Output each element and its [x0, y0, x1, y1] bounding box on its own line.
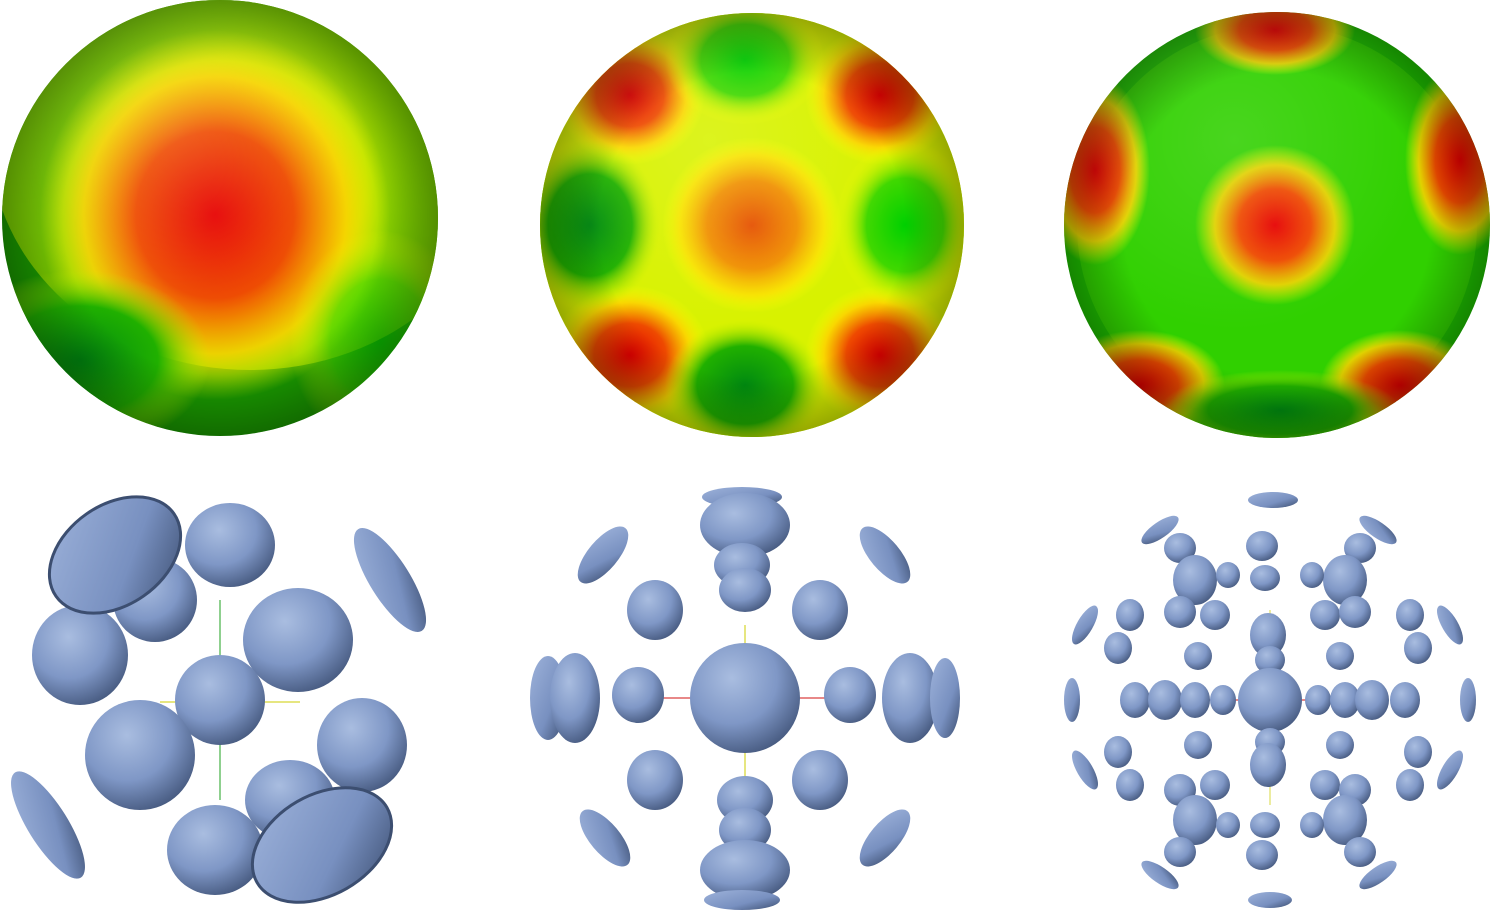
blob-cluster-3	[1064, 492, 1476, 908]
sphere-colormap-3	[1064, 12, 1490, 438]
sphere-colormap-2	[540, 13, 964, 437]
blob-cluster-1	[11, 495, 427, 904]
sphere-colormap-1	[2, 0, 438, 436]
blob-cluster-2	[530, 487, 960, 910]
